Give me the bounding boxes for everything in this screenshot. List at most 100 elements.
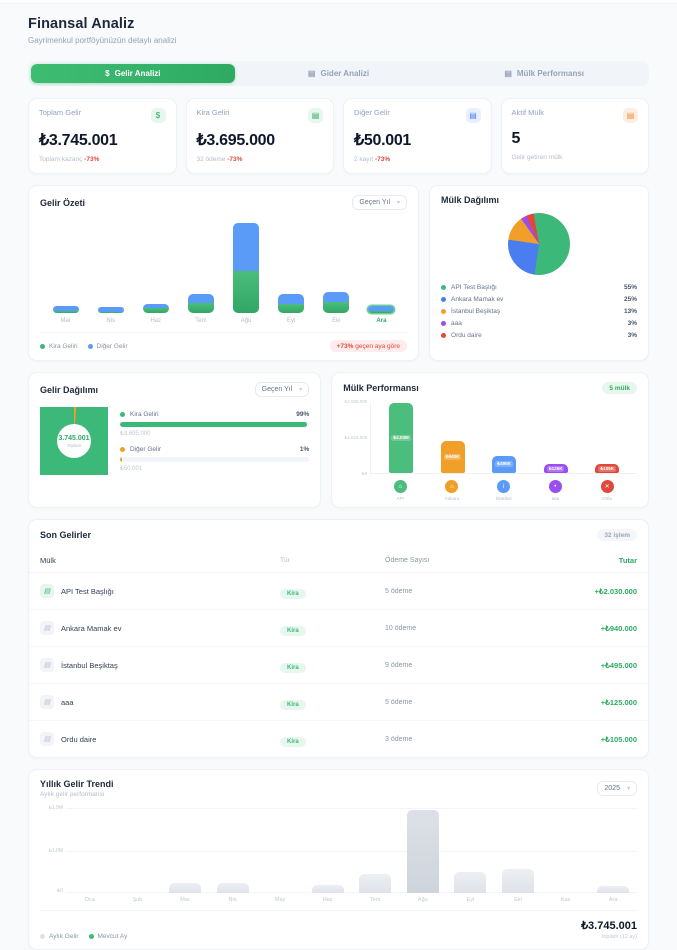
bar-group[interactable]: Tem [187,294,214,324]
performance-icon-row: ⌂ API ⌂ Ankara i İstanbul • aaa ✕ Ordu [370,474,637,501]
card-subtitle: Aylık gelir performansı [40,791,105,798]
bar-group[interactable]: Eki [323,292,350,324]
transaction-count-badge: 32 işlem [597,529,637,541]
bar-group[interactable]: Eyl [278,294,305,324]
table-header-row: Mülk Tür Ödeme Sayısı Tutar [29,549,648,573]
table-row[interactable]: ▤ Ordu daire Kira 3 ödeme +₺105.000 [29,721,648,757]
stat-card-row: Toplam Gelir $ ₺3.745.001 Toplam kazanç … [28,98,649,174]
bar-month-label: Mar [60,318,71,324]
cell-amount: +₺2.030.000 [594,586,637,596]
table-row[interactable]: ▤ Ankara Mamak ev Kira 10 ödeme +₺940.00… [29,610,648,647]
performance-bar[interactable]: ₺125K [543,464,568,473]
cell-property: İstanbul Beşiktaş [61,660,118,670]
stat-value: ₺3.695.000 [196,132,276,149]
bar-group[interactable]: Mar [52,306,79,324]
donut-center-label: Toplam [66,442,82,448]
cell-payments: 5 ödeme [385,698,413,706]
tab-mulk-performansi[interactable]: ▤ Mülk Performansı [442,64,646,83]
table-row[interactable]: ▤ API Test Başlığı Kira 5 ödeme +₺2.030.… [29,573,648,610]
stat-card-kira-geliri[interactable]: Kira Geliri ▤ ₺3.695.000 32 ödeme -73% [185,98,334,174]
type-badge: Kira [280,737,306,747]
trend-bar[interactable] [501,869,534,893]
stat-value: ₺50.001 [354,132,412,149]
trend-bar[interactable] [311,884,344,893]
pie-legend-item: İstanbul Beşiktaş 13% [441,305,637,317]
type-badge: Kira [280,700,306,710]
year-select[interactable]: 2025 ▾ [597,781,637,796]
tab-label: Gelir Analizi [114,69,161,78]
cell-property: aaa [61,697,74,707]
trend-month-label: Mar [180,897,190,903]
stat-card-diger-gelir[interactable]: Diğer Gelir ▤ ₺50.001 2 kayıt -73% [343,98,492,174]
trend-bar[interactable] [597,886,630,893]
donut-center-value: 3.745.001 [58,434,90,442]
stat-label: Kira Geliri [196,108,230,117]
legend-dot-icon [87,343,93,349]
table-row[interactable]: ▤ aaa Kira 5 ödeme +₺125.000 [29,684,648,721]
bar-group[interactable]: Ara [368,306,395,324]
stat-delta: -73% [227,156,243,163]
legend-dot-icon [441,284,447,290]
stat-card-toplam-gelir[interactable]: Toplam Gelir $ ₺3.745.001 Toplam kazanç … [28,98,177,174]
bar-group[interactable]: Haz [142,304,169,324]
legend-dot-icon [40,934,45,939]
trend-month-label: Tem [370,897,381,903]
trend-bar[interactable] [168,882,201,893]
type-badge: Kira [280,589,306,599]
trend-bar[interactable] [216,882,249,893]
trend-total-label: toplam (12 ay) [601,934,637,940]
period-select-gelir-dagilimi[interactable]: Geçen Yıl ▾ [254,382,310,397]
tab-gider-analizi[interactable]: ▤ Gider Analizi [237,64,441,83]
column-header-tur: Tür [280,557,290,564]
pie-legend-item: aaa 3% [441,317,637,329]
performance-bar[interactable]: ₺495K [492,455,517,473]
stat-sub: 32 ödeme [196,156,226,163]
performance-y-axis: ₺2.030.000 ₺1.015.000 ₺0 [343,399,370,476]
trend-bar[interactable] [359,874,392,893]
cell-amount: +₺125.000 [600,697,637,707]
home-icon: ⌂ [445,480,459,493]
cell-property: API Test Başlığı [61,586,114,596]
trend-bar[interactable] [406,809,439,893]
column-header-tutar: Tutar [618,556,637,565]
card-title: Yıllık Gelir Trendi [40,779,114,789]
performance-bar[interactable]: ₺940K [440,440,465,473]
card-title: Gelir Dağılımı [40,384,99,395]
stat-card-aktif-mulk[interactable]: Aktif Mülk ▤ 5 Gelir getiren mülk [500,98,649,174]
income-summary-card: Gelir Özeti Geçen Yıl ▾ Mar Nis Haz Tem [28,185,420,361]
performance-bar[interactable]: ₺105K [595,464,620,473]
performance-legend-item: i İstanbul [492,480,516,501]
stat-sub: Gelir getiren mülk [511,154,563,161]
bar-month-label: Ağu [240,318,252,324]
tab-gelir-analizi[interactable]: $ Gelir Analizi [31,64,235,83]
performance-bar[interactable]: ₺2.03M [389,403,414,473]
bar-group[interactable]: Ağu [233,223,260,324]
card-title: Gelir Özeti [40,197,86,208]
card-title: Son Gelirler [40,530,92,540]
building-icon: ▤ [40,621,54,635]
cell-property: Ordu daire [61,734,97,744]
trend-month-label: Kas [560,897,571,903]
bar-group[interactable]: Nis [97,307,124,324]
building-icon: ▤ [504,68,512,78]
trend-month-label: Eyl [466,897,475,903]
trend-month-label: Eki [514,897,522,903]
stat-label: Toplam Gelir [39,108,82,117]
period-select-gelir-ozeti[interactable]: Geçen Yıl ▾ [352,195,408,210]
performance-legend-item: • aaa [543,480,567,501]
legend-dot-icon [441,308,447,314]
year-value: 2025 [604,785,620,792]
pie-legend-item: Ordu daire 3% [441,329,637,341]
performance-legend-item: ✕ Ordu [595,480,619,501]
y-tick-label: ₺0 [361,471,368,476]
dot-icon: • [548,480,562,493]
y-tick-label: ₺1.015.000 [344,435,368,440]
delta-badge: +73% geçen aya göre [329,340,408,352]
table-row[interactable]: ▤ İstanbul Beşiktaş Kira 9 ödeme +₺495.0… [29,647,648,684]
legend-dot-icon [441,320,447,326]
legend-item-aylik-gelir: Aylık Gelir [40,933,79,940]
trend-bar[interactable] [454,871,487,893]
home-icon: ▤ [623,108,638,123]
legend-dot-icon [120,446,125,452]
breakdown-item: Kira Geliri 99% ₺3.695.000 [120,410,310,437]
